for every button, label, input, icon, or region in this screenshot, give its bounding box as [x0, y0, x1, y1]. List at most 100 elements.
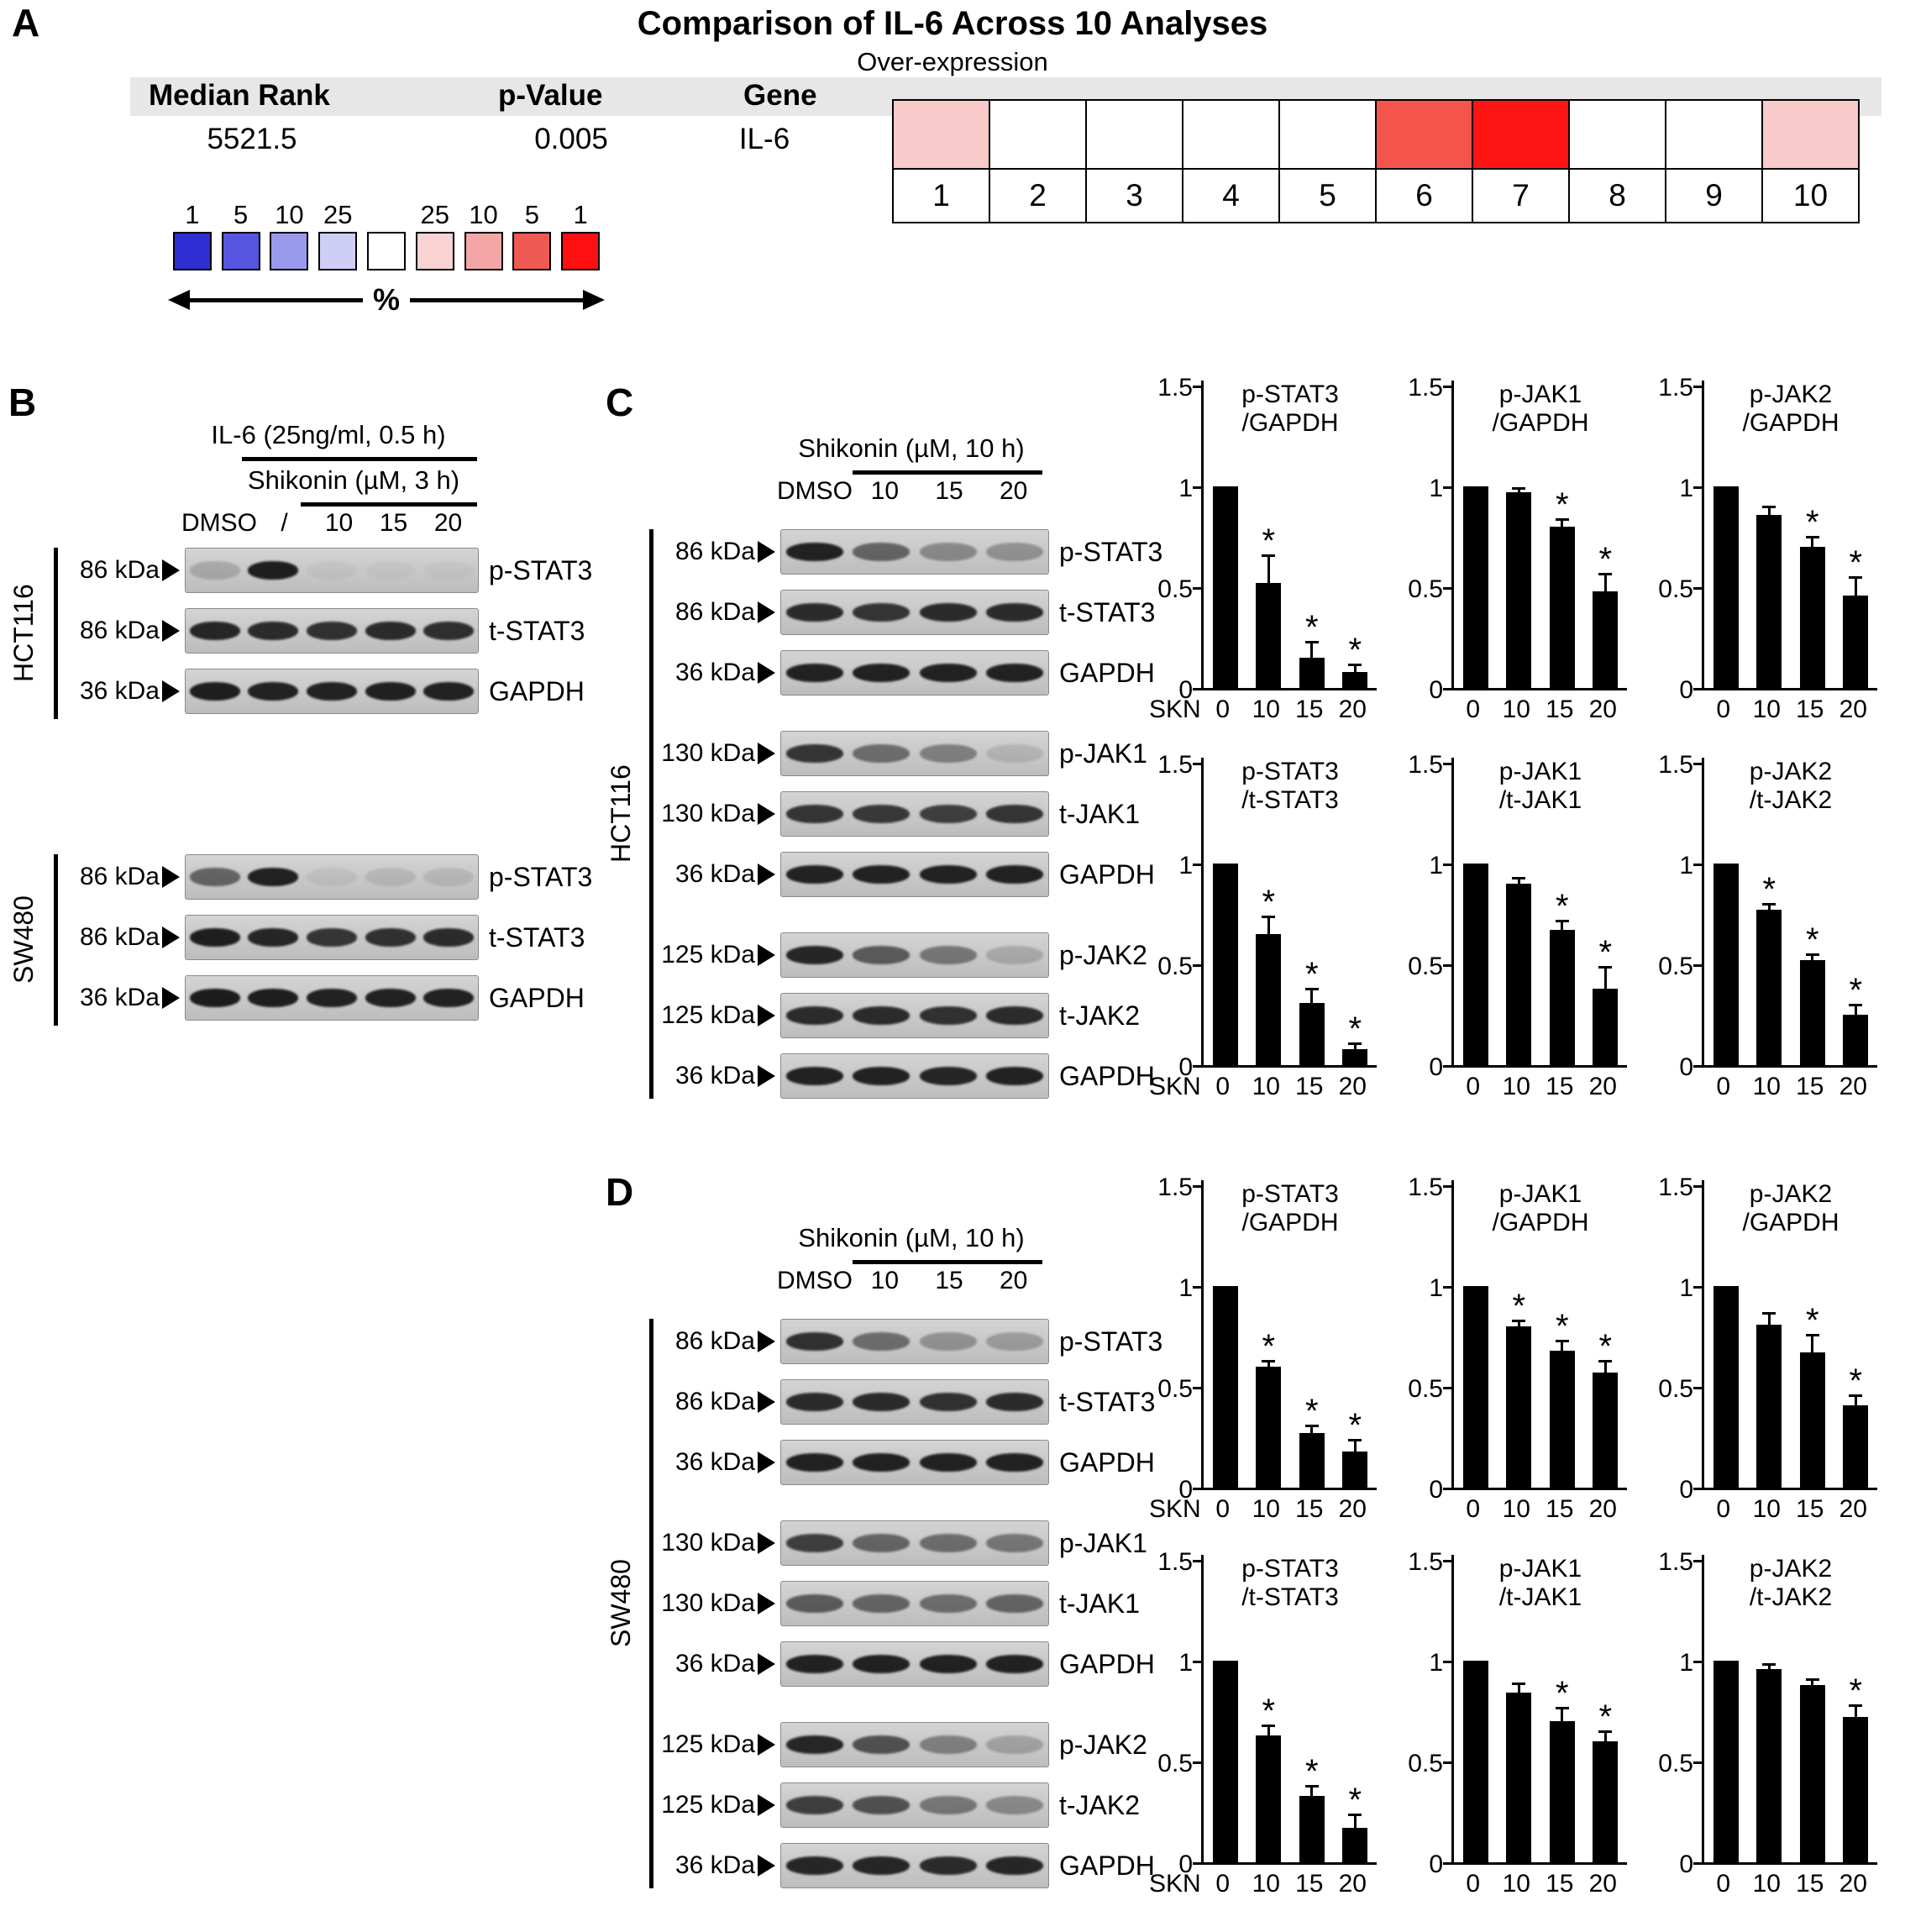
bar: [1549, 527, 1575, 688]
blot-lane: [915, 1521, 982, 1565]
protein-band: [919, 1332, 977, 1351]
error-bar-cap: [1598, 572, 1613, 575]
panel-d: D Shikonin (µM, 10 h) DMSO 10 15 20 SW480 8…: [601, 1169, 1905, 1917]
blot-lane: [982, 1642, 1049, 1686]
x-tick-label: 15: [1295, 1073, 1324, 1100]
bar: [1843, 1015, 1869, 1065]
arrowhead-icon: [758, 803, 775, 825]
error-bar-cap: [1762, 911, 1776, 914]
y-tick-mark: [1443, 1560, 1451, 1562]
western-blots-hct116: Shikonin (µM, 10 h) DMSO 10 15 20 HCT116 86…: [601, 380, 1162, 1169]
protein-band: [248, 561, 299, 580]
protein-band: [853, 1453, 911, 1472]
arrowhead-icon: [758, 1331, 775, 1352]
chart-title-line: p-JAK2: [1749, 758, 1833, 785]
bar: [1593, 1741, 1619, 1862]
bar: [1462, 1286, 1488, 1488]
blot-lane: [848, 1783, 916, 1827]
protein-band: [919, 664, 977, 682]
y-tick-mark: [1443, 1862, 1451, 1865]
protein-band: [986, 1332, 1044, 1351]
significance-star: *: [1555, 486, 1569, 523]
x-tick-label: 15: [1546, 1495, 1574, 1523]
protein-label: GAPDH: [489, 675, 585, 706]
x-tick-label: 10: [1752, 1495, 1781, 1523]
lane-label: 10: [870, 1267, 900, 1294]
blot-lane: [781, 853, 848, 896]
x-tick-label: 10: [1752, 1073, 1781, 1100]
x-axis-name: SKN: [1149, 1495, 1201, 1523]
lane-label: 20: [999, 1267, 1028, 1294]
chart-title-line: /t-JAK2: [1749, 1583, 1833, 1611]
y-tick-mark: [1443, 1065, 1451, 1068]
cell-line-label: HCT116: [606, 764, 636, 864]
bar-chart-D4: 0 0.5 1 1.5 p-STAT3/t-STAT3 * * * SKN 0 10 15 20: [1149, 1549, 1401, 1932]
shikonin-treatment-bracket: [853, 1260, 1042, 1264]
blot-strip: [185, 669, 479, 714]
heatmap-cell: [1182, 99, 1280, 170]
chart-plot-wrap: 0 0.5 1 1.5 p-STAT3/GAPDH * * *: [1151, 375, 1401, 704]
blot-lane: [848, 1521, 916, 1565]
error-bar: [1811, 538, 1814, 555]
chart-title-line: p-JAK2: [1749, 1555, 1833, 1583]
chart-title: p-JAK2/t-JAK2: [1704, 758, 1877, 815]
protein-label: t-JAK1: [1059, 1588, 1141, 1619]
bar: [1713, 1286, 1739, 1488]
blot-lane: [915, 1723, 982, 1767]
gene-name: IL-6: [738, 123, 790, 155]
lane-label: 10: [324, 509, 354, 537]
x-tick-label: 15: [1796, 1870, 1824, 1898]
x-tick-label: 0: [1716, 1870, 1731, 1898]
error-bar: [1767, 1666, 1771, 1672]
blot-group-sw480: 86 kDa p-STAT3 86 kDa t-STAT3 36 kDa GAPDH: [66, 854, 592, 1036]
significance-star: *: [1348, 631, 1362, 669]
x-tick-label: 15: [1546, 696, 1574, 723]
error-bar-cap: [1849, 1020, 1863, 1023]
protein-band: [365, 622, 416, 640]
blot-lane: [781, 1054, 848, 1098]
molecular-weight-label: 36 kDa: [79, 677, 160, 705]
significance-star: *: [1849, 1362, 1863, 1399]
bar: [1256, 1367, 1282, 1488]
bar-chart-C6: 0 0.5 1 1.5 p-JAK2/t-JAK2 * * * 0 10 15 20: [1651, 752, 1902, 1137]
significance-star: *: [1348, 1781, 1362, 1819]
x-tick-label: 15: [1546, 1870, 1574, 1898]
bar: [1713, 864, 1739, 1065]
bar: [1299, 1795, 1325, 1862]
blot-lane: [781, 1320, 848, 1363]
blot-lane: [361, 609, 420, 653]
shikonin-treatment-bracket: [301, 502, 477, 507]
arrowhead-icon: [162, 620, 180, 642]
error-bar-cap: [1598, 965, 1613, 969]
blot-lane: [244, 976, 303, 1020]
error-bar-cap: [1849, 608, 1863, 612]
significance-star: *: [1805, 504, 1819, 542]
y-tick-mark: [1693, 587, 1702, 590]
protein-label: t-JAK1: [1059, 798, 1141, 829]
blot-strip: [780, 932, 1049, 978]
blot-lane: [781, 1441, 848, 1484]
error-bar-cap: [1304, 641, 1319, 644]
blot-lane: [781, 933, 848, 977]
bar: [1549, 1721, 1575, 1862]
blot-lane: [915, 994, 982, 1037]
chart-plot-wrap: 0 0.5 1 1.5 p-JAK2/t-JAK2 * * *: [1651, 752, 1902, 1081]
chart-plot-area: p-JAK2/t-JAK2 * * *: [1702, 758, 1877, 1068]
stat3-blot-group: 86 kDa p-STAT3 86 kDa t-STAT3 36 kDa GAPDH: [661, 529, 1162, 711]
y-tick-mark: [1693, 1661, 1702, 1663]
error-bar-cap: [1598, 1005, 1613, 1009]
column-gene: Gene: [743, 79, 817, 112]
blot-lane: [982, 1844, 1049, 1887]
protein-label: p-STAT3: [1059, 536, 1163, 567]
blot-strip: [185, 915, 479, 960]
protein-band: [986, 543, 1044, 561]
arrowhead-icon: [162, 987, 180, 1009]
error-bar: [1310, 1427, 1314, 1440]
x-tick-label: 20: [1588, 696, 1617, 723]
blot-strip: [780, 791, 1049, 837]
bar: [1549, 1350, 1575, 1488]
chart-title: p-JAK1/GAPDH: [1454, 381, 1627, 438]
error-bar-cap: [1262, 554, 1276, 557]
x-tick-label: 10: [1502, 696, 1530, 723]
legend-percentile-label: 10: [469, 200, 498, 229]
